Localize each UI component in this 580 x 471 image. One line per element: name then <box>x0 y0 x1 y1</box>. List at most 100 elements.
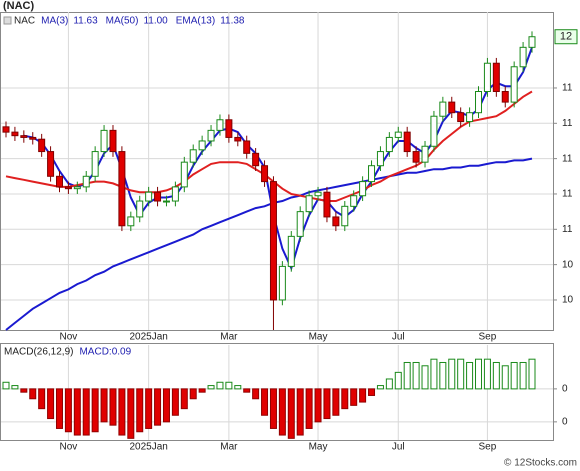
x-tick-label: Jul <box>392 332 405 343</box>
candle-body <box>528 36 536 48</box>
x-tick-label: Mar <box>220 442 238 453</box>
macd-bar <box>332 388 340 416</box>
candle-body <box>91 151 99 177</box>
y-tick-label: 11 <box>562 118 573 129</box>
macd-bar <box>127 388 135 439</box>
macd-bar <box>287 388 295 439</box>
x-tick-label: Sep <box>479 442 497 453</box>
macd-panel-frame <box>0 343 554 441</box>
macd-bar <box>100 388 108 423</box>
candle-body <box>145 191 153 202</box>
candle-body <box>332 216 340 227</box>
candle-body <box>109 129 117 153</box>
macd-legend-label: MACD(26,12,9) <box>4 347 73 358</box>
macd-bar <box>64 388 72 433</box>
macd-bar <box>109 388 117 426</box>
candle-body <box>492 62 500 92</box>
candle-body <box>207 129 215 142</box>
macd-bar <box>11 385 19 390</box>
candle-body <box>29 136 37 140</box>
x-tick-label: Mar <box>220 332 238 343</box>
candle-body <box>180 161 188 188</box>
candle-body <box>359 181 367 197</box>
x-tick-label: Sep <box>479 332 497 343</box>
macd-bar <box>82 388 90 436</box>
candle-body <box>394 131 402 138</box>
candle-body <box>55 175 63 188</box>
candle-body <box>198 140 206 151</box>
candle-body <box>261 165 269 183</box>
x-tick-label: Nov <box>60 332 78 343</box>
candle-body <box>162 200 170 203</box>
macd-bar <box>350 388 358 406</box>
macd-bar <box>466 361 474 390</box>
macd-bar <box>439 361 447 390</box>
candle-body <box>136 200 144 218</box>
line-series <box>5 90 533 202</box>
candle-body <box>368 165 376 183</box>
macd-bar <box>2 381 10 390</box>
macd-bar <box>376 385 384 390</box>
macd-bar <box>198 388 206 393</box>
macd-bar <box>519 361 527 390</box>
candle-body <box>2 126 10 133</box>
y-tick-label: 11 <box>562 83 573 94</box>
candle-body <box>189 149 197 163</box>
candle-body <box>252 152 260 167</box>
x-tick-label: Jul <box>392 442 405 453</box>
candle-body <box>20 135 28 138</box>
macd-bar <box>73 388 81 436</box>
candle-body <box>385 136 393 153</box>
macd-bar <box>475 358 483 390</box>
macd-bar <box>47 388 55 420</box>
candle-body <box>38 138 46 153</box>
macd-bar <box>403 361 411 390</box>
macd-bar <box>457 358 465 390</box>
candle-body <box>421 145 429 163</box>
candle-body <box>466 112 474 123</box>
macd-bar <box>359 388 367 403</box>
macd-bar <box>323 388 331 420</box>
candle-body <box>118 151 126 227</box>
macd-bar <box>243 388 251 393</box>
candle-body <box>403 131 411 153</box>
legend-value: 11.00 <box>143 16 168 27</box>
macd-bar <box>91 388 99 433</box>
x-tick-label: May <box>309 332 328 343</box>
legend-value: 11.38 <box>220 16 245 27</box>
y-tick-label: 11 <box>562 153 573 164</box>
macd-bar <box>510 361 518 390</box>
candle-body <box>73 186 81 190</box>
y-tick-label: 10 <box>562 259 574 270</box>
candle-body <box>448 101 456 114</box>
candle-body <box>510 66 518 103</box>
candle-body <box>483 62 491 92</box>
candle-body <box>127 216 135 227</box>
candle-body <box>323 191 331 218</box>
candle-body <box>216 119 224 131</box>
y-tick-label: 11 <box>562 189 573 200</box>
macd-bar <box>180 388 188 410</box>
macd-bar <box>118 388 126 436</box>
last-price-box <box>554 29 578 45</box>
macd-bar <box>314 388 322 423</box>
legend-value: 11.63 <box>73 16 98 27</box>
y-tick-label: 0 <box>562 384 568 395</box>
macd-bar <box>368 388 376 396</box>
line-series <box>23 46 533 272</box>
candle-body <box>171 186 179 202</box>
price-panel-frame <box>0 12 554 331</box>
macd-bar <box>145 388 153 429</box>
candle-body <box>278 265 286 301</box>
candle-body <box>519 46 527 68</box>
candle-body <box>225 119 233 138</box>
macd-bar <box>394 371 402 390</box>
macd-bar <box>385 378 393 390</box>
macd-bar <box>207 385 215 390</box>
macd-bar <box>305 388 313 429</box>
macd-bar <box>492 361 500 390</box>
macd-bar <box>269 388 277 429</box>
legend-label: EMA(13) <box>176 16 215 27</box>
